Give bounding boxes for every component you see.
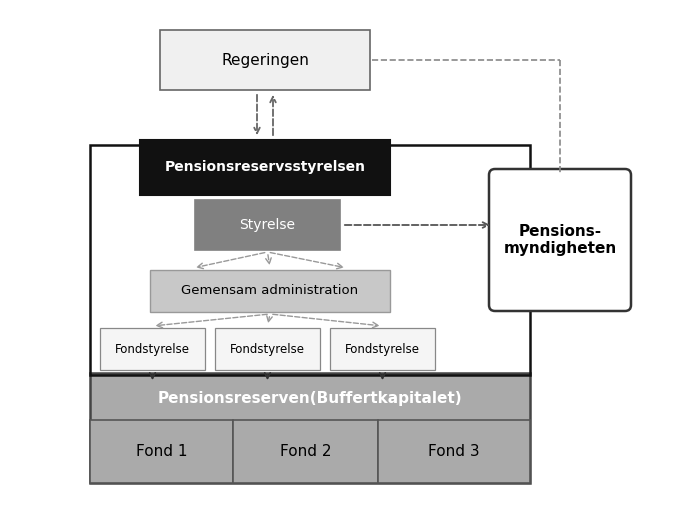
- Text: Fondstyrelse: Fondstyrelse: [230, 343, 305, 355]
- Bar: [150, 270, 390, 312]
- Text: Gemensam administration: Gemensam administration: [182, 285, 359, 297]
- Bar: [378, 420, 530, 483]
- Bar: [90, 145, 530, 375]
- Text: Regeringen: Regeringen: [221, 53, 309, 68]
- Bar: [90, 373, 530, 423]
- Bar: [215, 328, 320, 370]
- Bar: [330, 328, 435, 370]
- Bar: [90, 420, 233, 483]
- Text: Styrelse: Styrelse: [240, 218, 296, 232]
- Bar: [195, 200, 340, 250]
- Text: Fond 3: Fond 3: [428, 444, 480, 459]
- Bar: [100, 328, 205, 370]
- Text: Pensionsreservsstyrelsen: Pensionsreservsstyrelsen: [165, 160, 365, 175]
- Bar: [160, 30, 370, 90]
- Text: Fond 2: Fond 2: [280, 444, 331, 459]
- Text: Pensionsreserven(Buffertkapitalet): Pensionsreserven(Buffertkapitalet): [158, 391, 462, 406]
- Text: Pensions-
myndigheten: Pensions- myndigheten: [503, 224, 617, 256]
- Text: Fond 1: Fond 1: [136, 444, 187, 459]
- Bar: [140, 140, 390, 195]
- Text: Fondstyrelse: Fondstyrelse: [345, 343, 420, 355]
- Bar: [90, 373, 530, 483]
- FancyBboxPatch shape: [489, 169, 631, 311]
- Text: Fondstyrelse: Fondstyrelse: [115, 343, 190, 355]
- Bar: [233, 420, 378, 483]
